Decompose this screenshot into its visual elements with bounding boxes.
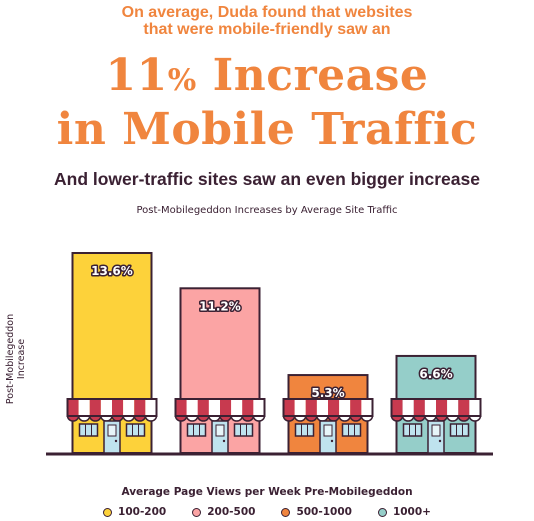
awning-outline <box>390 398 482 417</box>
door-glass <box>323 424 333 437</box>
awning-stripe <box>253 399 265 416</box>
awning-stripe <box>208 399 220 416</box>
awning-stripe <box>469 399 481 416</box>
awning-stripe <box>175 399 187 416</box>
awning-stripe <box>197 399 209 416</box>
awning-stripe <box>283 399 295 416</box>
headline-percent-sign: % <box>167 63 197 98</box>
awning-stripe <box>242 399 254 416</box>
data-label: 13.6% <box>91 264 133 278</box>
awning-stripe <box>220 399 232 416</box>
awning-stripe <box>328 399 340 416</box>
chart-title: Post-Mobilegeddon Increases by Average S… <box>136 205 398 216</box>
awning-stripe <box>316 399 328 416</box>
legend-swatch-orange <box>281 507 291 517</box>
awning-stripe <box>112 399 124 416</box>
data-label: 6.6% <box>419 367 452 381</box>
awning-stripe <box>458 399 470 416</box>
awning-stripe <box>186 399 198 416</box>
awning-stripe <box>89 399 101 416</box>
legend-swatch-pink <box>192 507 202 517</box>
bar-chart: 13.6% 11.2% 5.3% 6.6% <box>46 252 493 456</box>
bar-store-2: 11.2% <box>174 287 266 455</box>
legend-item-500-1000: 500-1000 <box>281 506 352 518</box>
legend-label: 100-200 <box>118 506 167 518</box>
shop-window <box>125 423 146 437</box>
door-glass <box>215 424 225 437</box>
awning-stripe <box>305 399 317 416</box>
shop-window <box>402 423 423 437</box>
awning-stripe <box>145 399 157 416</box>
shop-window <box>294 423 315 437</box>
awning-stripe <box>436 399 448 416</box>
headline-increase-word: Increase <box>196 50 429 101</box>
awning-stripe <box>361 399 373 416</box>
legend-label: 500-1000 <box>296 506 352 518</box>
legend-item-200-500: 200-500 <box>192 506 255 518</box>
awning-outline <box>174 398 266 417</box>
intro-line-1: On average, Duda found that websites <box>121 4 413 21</box>
bar-store-3: 5.3% <box>282 374 374 455</box>
awning-stripe <box>402 399 414 416</box>
shop-window <box>341 423 362 437</box>
shop-window <box>233 423 254 437</box>
headline-number: 11 <box>105 50 168 101</box>
awning-stripe <box>231 399 243 416</box>
door-glass <box>107 424 117 437</box>
legend: 100-200 200-500 500-1000 1000+ <box>0 506 534 518</box>
x-axis-label: Average Page Views per Week Pre-Mobilege… <box>121 486 413 498</box>
awning-stripe <box>67 399 79 416</box>
shop-window <box>78 423 99 437</box>
awning-stripe <box>100 399 112 416</box>
awning-stripe <box>413 399 425 416</box>
awning-stripe <box>78 399 90 416</box>
awning-stripe <box>350 399 362 416</box>
legend-label: 200-500 <box>207 506 256 518</box>
awning-stripe <box>339 399 351 416</box>
door-knob <box>330 439 334 443</box>
headline-line-1: 11% Increase <box>0 52 534 105</box>
awning-stripe <box>447 399 459 416</box>
awning-outline <box>66 398 158 417</box>
legend-item-100-200: 100-200 <box>103 506 166 518</box>
headline-line-2: in Mobile Traffic <box>56 104 478 155</box>
door-knob <box>438 439 442 443</box>
awning-stripe <box>123 399 135 416</box>
awning-stripe <box>134 399 146 416</box>
door-glass <box>431 424 441 437</box>
awning-outline <box>282 398 374 417</box>
shop-window <box>186 423 207 437</box>
shop-window <box>449 423 470 437</box>
intro-line-2: that were mobile-friendly saw an <box>143 21 391 38</box>
subheadline: And lower-traffic sites saw an even bigg… <box>54 169 480 189</box>
legend-swatch-yellow <box>103 507 113 517</box>
door-knob <box>222 439 226 443</box>
awning-stripe <box>294 399 306 416</box>
legend-label: 1000+ <box>392 506 431 518</box>
bar-store-4: 6.6% <box>390 354 482 454</box>
legend-item-1000-plus: 1000+ <box>377 506 431 518</box>
legend-swatch-teal <box>377 507 387 517</box>
bar-store-1: 13.6% <box>66 252 158 454</box>
door-knob <box>114 439 118 443</box>
data-label: 11.2% <box>199 299 241 313</box>
awning-stripe <box>424 399 436 416</box>
awning-stripe <box>391 399 403 416</box>
data-label: 5.3% <box>311 386 344 400</box>
